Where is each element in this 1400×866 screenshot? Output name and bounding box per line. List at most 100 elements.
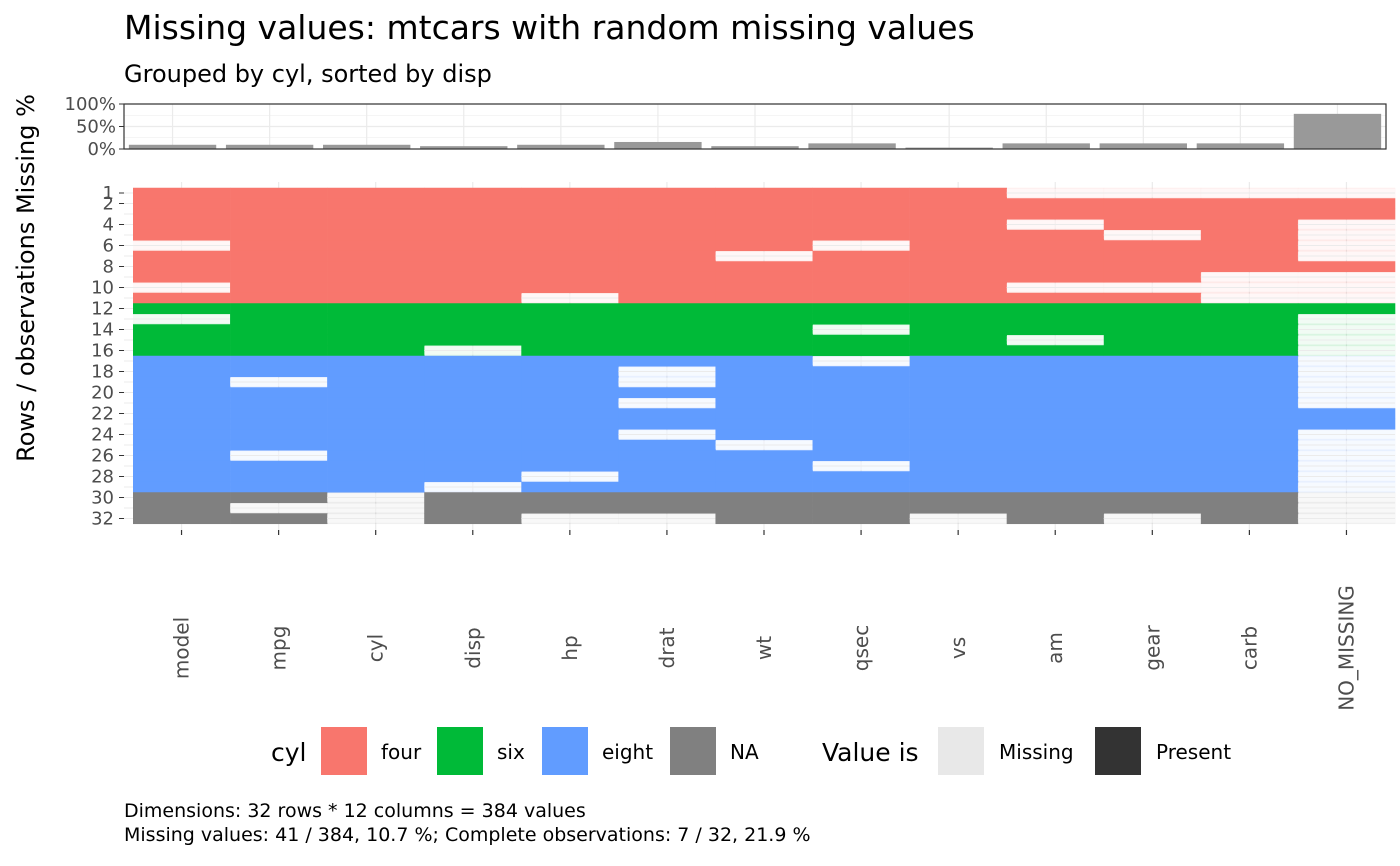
heatmap-y-tick-label: 6: [103, 236, 114, 257]
heatmap-cell: [1103, 460, 1202, 472]
heatmap-cell: [424, 366, 522, 378]
heatmap-cell: [1006, 481, 1105, 493]
heatmap-cell: [424, 313, 522, 325]
heatmap-cell: [812, 450, 910, 462]
heatmap-cell: [909, 502, 1007, 514]
heatmap-y-tick-label: 1: [103, 183, 114, 204]
heatmap-cell: [424, 208, 522, 220]
heatmap-cell: [133, 292, 231, 304]
heatmap-cell: [1103, 397, 1202, 409]
heatmap-cell: [1006, 250, 1105, 262]
heatmap-cell: [909, 198, 1007, 210]
heatmap-cell: [133, 303, 231, 315]
legend-key-present: [1095, 727, 1141, 775]
legend-label-present: Present: [1156, 740, 1231, 764]
heatmap-cell: [618, 187, 716, 199]
missing-percent-bar: [614, 141, 702, 149]
heatmap-cell: [1006, 450, 1105, 462]
heatmap-cell: [618, 271, 716, 283]
heatmap-cell: [715, 492, 813, 504]
heatmap-cell: [1200, 397, 1299, 409]
heatmap-cell: [812, 376, 910, 388]
heatmap-cell: [618, 282, 716, 294]
heatmap-cell: [618, 292, 716, 304]
heatmap-cell: [1103, 481, 1202, 493]
heatmap-cell: [424, 229, 522, 241]
heatmap-cell: [1103, 387, 1202, 399]
heatmap-cell: [1200, 261, 1299, 273]
heatmap-cell: [812, 397, 910, 409]
legend-key-missing: [938, 727, 984, 775]
heatmap-cell: [715, 334, 813, 346]
heatmap-cell: [230, 355, 328, 367]
heatmap-cell: [812, 492, 910, 504]
heatmap-cell: [618, 387, 716, 399]
heatmap-cell: [327, 187, 425, 199]
heatmap-cell: [812, 208, 910, 220]
heatmap-cell: [1103, 492, 1202, 504]
heatmap-cell: [327, 313, 425, 325]
heatmap-cell: [1006, 502, 1105, 514]
heatmap-cell: [812, 282, 910, 294]
legend-value-title: Value is: [822, 738, 919, 767]
heatmap-cell: [715, 502, 813, 514]
heatmap-cell: [424, 471, 522, 483]
heatmap-cell: [133, 334, 231, 346]
heatmap-cell: [424, 198, 522, 210]
missing-percent-bar: [128, 144, 217, 149]
heatmap-cell: [424, 397, 522, 409]
heatmap-cell: [1103, 240, 1202, 252]
heatmap-cell: [909, 408, 1007, 420]
heatmap-cell: [1200, 429, 1299, 441]
heatmap-cell: [327, 439, 425, 451]
heatmap-cell: [812, 418, 910, 430]
heatmap-cell: [1006, 408, 1105, 420]
heatmap-cell: [618, 481, 716, 493]
heatmap-cell: [618, 198, 716, 210]
heatmap-cell: [1006, 418, 1105, 430]
heatmap-cell: [230, 292, 328, 304]
missing-percent-bar: [1293, 113, 1382, 149]
heatmap-y-tick-label: 26: [91, 446, 114, 467]
heatmap-cell: [230, 198, 328, 210]
heatmap-cell: [909, 303, 1007, 315]
caption-missing-summary: Missing values: 41 / 384, 10.7 %; Comple…: [124, 824, 811, 846]
heatmap-cell: [715, 324, 813, 336]
heatmap-cell: [230, 429, 328, 441]
heatmap-cell: [1200, 376, 1299, 388]
heatmap-cell: [1200, 324, 1299, 336]
heatmap-cell: [618, 219, 716, 231]
heatmap-cell: [715, 376, 813, 388]
heatmap-cell: [1006, 513, 1105, 525]
x-axis-label: mpg: [267, 626, 291, 671]
heatmap-cell: [715, 303, 813, 315]
heatmap-cell: [230, 471, 328, 483]
heatmap-cell: [521, 198, 619, 210]
chart-title: Missing values: mtcars with random missi…: [124, 8, 975, 47]
heatmap-cell: [1006, 387, 1105, 399]
heatmap-cell: [1103, 271, 1202, 283]
heatmap-cell: [1103, 355, 1202, 367]
heatmap-cell: [327, 450, 425, 462]
heatmap-cell: [1103, 471, 1202, 483]
heatmap-cell: [909, 481, 1007, 493]
heatmap-cell: [133, 460, 231, 472]
heatmap-cell: [424, 240, 522, 252]
heatmap-cell: [521, 460, 619, 472]
heatmap-cell: [327, 376, 425, 388]
heatmap-cell: [327, 334, 425, 346]
heatmap-cell: [424, 187, 522, 199]
heatmap-y-tick-label: 10: [91, 278, 114, 299]
bar-y-tick-label: 100%: [65, 94, 116, 115]
heatmap-cell: [424, 513, 522, 525]
heatmap-cell: [230, 271, 328, 283]
heatmap-cell: [327, 429, 425, 441]
heatmap-cell: [1200, 387, 1299, 399]
heatmap-cell: [618, 229, 716, 241]
heatmap-cell: [1103, 439, 1202, 451]
heatmap-cell: [812, 429, 910, 441]
heatmap-cell: [715, 292, 813, 304]
heatmap-cell: [133, 355, 231, 367]
heatmap-cell: [1006, 261, 1105, 273]
